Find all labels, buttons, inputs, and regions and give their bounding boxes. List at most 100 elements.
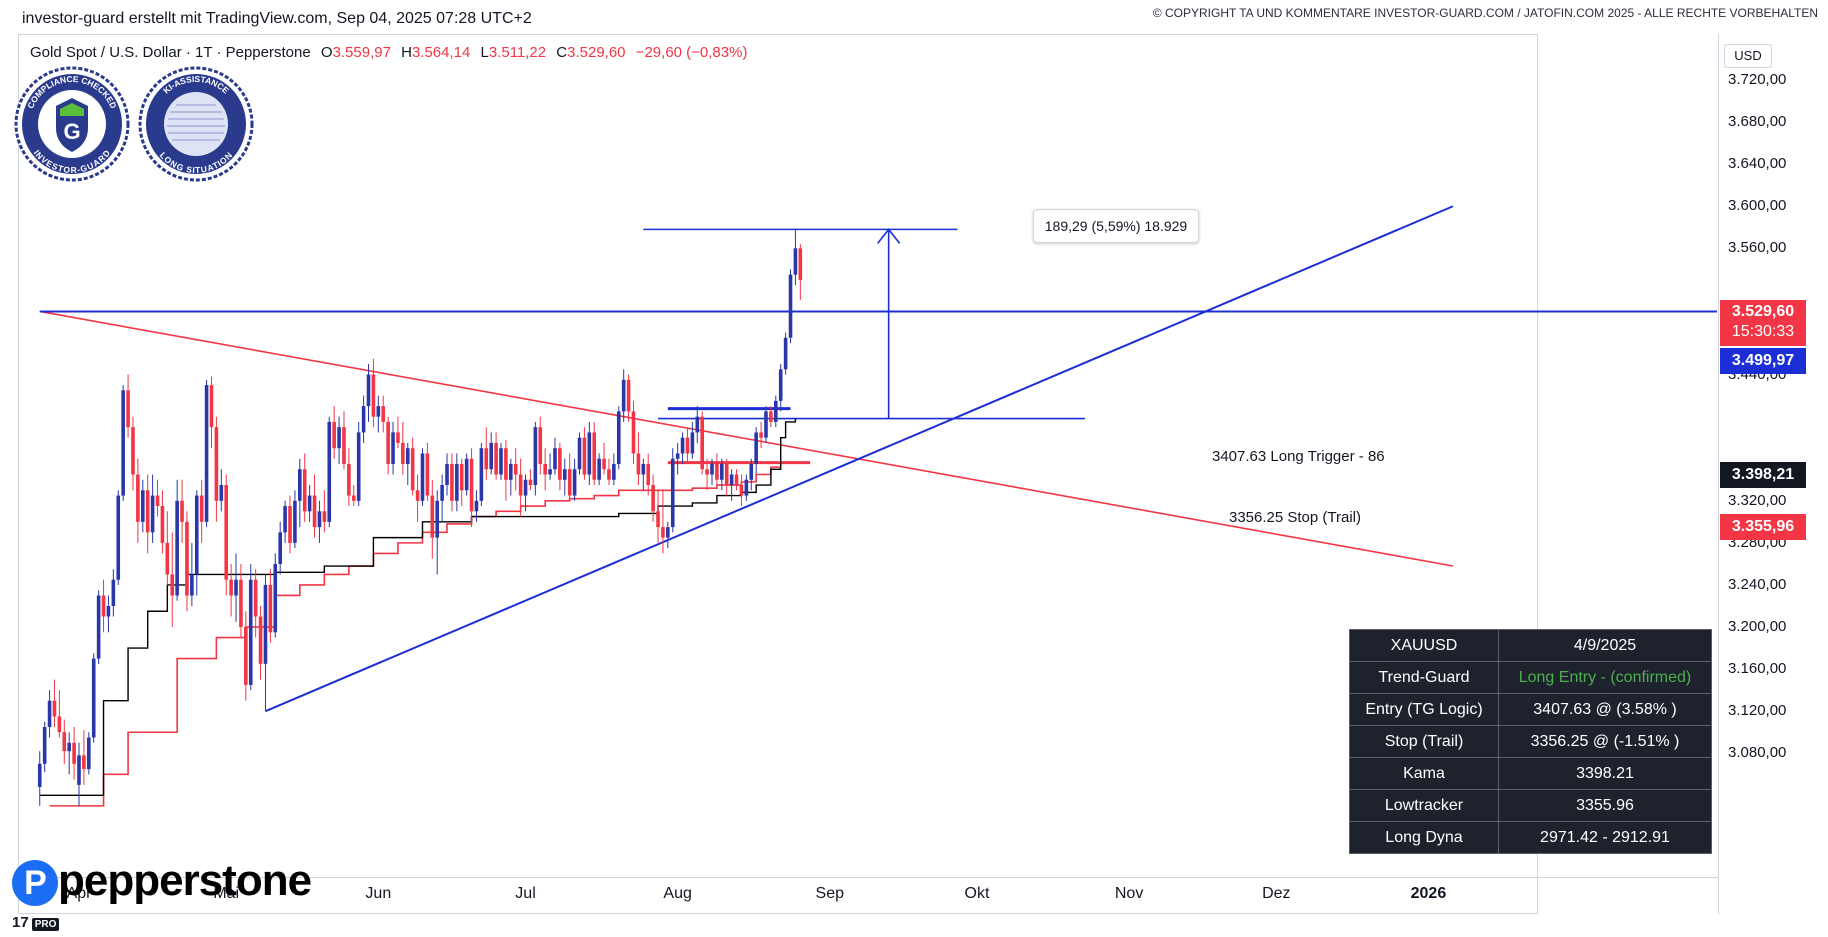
candle-body (356, 432, 361, 501)
candle-body (194, 495, 199, 575)
candle-body (670, 458, 675, 528)
candle-body (567, 469, 572, 496)
candle-body (788, 274, 793, 338)
candle-body (646, 463, 651, 486)
candle-body (204, 385, 209, 522)
candle-body (224, 485, 229, 580)
candle-body (82, 755, 86, 770)
table-label: Stop (Trail) (1349, 725, 1499, 758)
trend-guard-table: XAUUSD 4/9/2025 Trend-Guard Long Entry - (c… (1349, 629, 1712, 854)
candle-body (582, 437, 587, 475)
candle-body (641, 463, 646, 475)
candle-body (87, 737, 91, 770)
candle-body (155, 495, 160, 507)
change-value: −29,60 (−0,83%) (635, 44, 748, 61)
candle-body (533, 427, 538, 486)
high-label: H (401, 44, 412, 61)
candle-body (793, 248, 798, 275)
candle-body (62, 732, 67, 752)
candle-body (636, 453, 641, 475)
candle-body (371, 374, 376, 417)
candle-body (278, 532, 282, 564)
table-row: Entry (TG Logic) 3407.63 @ (3.58% ) (1349, 693, 1712, 726)
candle-body (484, 448, 489, 470)
time-axis-tick: Jul (515, 885, 536, 902)
candle-body (666, 527, 670, 538)
candle-body (528, 479, 533, 486)
candle-body (219, 485, 224, 501)
candle-countdown: 15:30:33 (1731, 323, 1795, 340)
candle-body (494, 442, 498, 475)
candle-body (489, 442, 493, 470)
currency-selector[interactable]: USD (1724, 44, 1772, 68)
candle-body (322, 511, 327, 522)
candle-body (239, 579, 243, 628)
candle-body (445, 463, 449, 486)
candle-body (602, 458, 606, 470)
candle-body (175, 500, 179, 596)
candle-body (661, 527, 665, 538)
candle-body (577, 437, 582, 470)
candle-body (72, 742, 76, 764)
candle-body (455, 463, 459, 501)
open-value: 3.559,97 (332, 44, 391, 61)
table-label: Kama (1349, 757, 1499, 790)
measure-label[interactable]: 189,29 (5,59%) 18.929 (1033, 209, 1199, 243)
candle-body (720, 463, 724, 480)
candle-body (631, 411, 636, 454)
time-axis-tick: Mai (213, 885, 240, 902)
candle-body (302, 469, 307, 512)
candle-body (430, 495, 435, 538)
candle-body (435, 500, 440, 538)
price-axis-tick: 3.680,00 (1728, 113, 1787, 131)
table-label: Long Dyna (1349, 821, 1499, 854)
candle-body (715, 463, 719, 480)
candle-body (126, 390, 130, 428)
candle-body (199, 495, 204, 522)
candle-body (106, 606, 111, 617)
candle-body (621, 379, 626, 412)
table-row: Long Dyna 2971.42 - 2912.91 (1349, 821, 1712, 854)
candle-body (47, 700, 52, 727)
candle-body (607, 469, 611, 480)
time-axis-tick: Aug (663, 885, 692, 902)
upper-trendline (39, 310, 1454, 567)
tradingview-pro-badge: PRO (31, 918, 60, 931)
svg-text:G: G (63, 119, 80, 144)
candle-body (651, 485, 655, 512)
candle-body (734, 474, 739, 486)
candle-body (499, 448, 503, 475)
time-axis-tick: Apr (66, 885, 92, 902)
candle-body (332, 421, 336, 449)
candle-body (381, 406, 386, 422)
candle-body (425, 453, 430, 496)
candle-body (440, 485, 444, 501)
candle-body (523, 479, 528, 496)
table-label: Trend-Guard (1349, 661, 1499, 694)
candle-body (474, 500, 479, 512)
price-axis-tick: 3.640,00 (1728, 155, 1787, 173)
candle-body (543, 463, 547, 475)
candle-body (675, 453, 680, 459)
candle-body (513, 463, 518, 475)
candle-body (190, 574, 194, 596)
symbol-label[interactable]: Gold Spot / U.S. Dollar · 1T · Peppersto… (30, 44, 311, 61)
low-value: 3.511,22 (488, 44, 547, 61)
candle-body (759, 432, 763, 438)
candle-body (729, 474, 734, 486)
candle-body (136, 474, 140, 522)
candle-body (479, 448, 484, 501)
price-axis-tick: 3.720,00 (1728, 71, 1787, 88)
table-row: Lowtracker 3355.96 (1349, 789, 1712, 822)
price-axis-divider (1718, 34, 1719, 914)
candle-body (150, 495, 155, 533)
lowtracker-price-tag: 3.355,96 (1720, 514, 1806, 540)
candle-body (612, 463, 616, 480)
long-trigger-note: 3407.63 Long Trigger - 86 (1212, 448, 1385, 465)
close-label: C (556, 44, 568, 61)
candle-body (185, 521, 189, 596)
candle-body (214, 427, 219, 501)
candle-body (597, 458, 601, 480)
